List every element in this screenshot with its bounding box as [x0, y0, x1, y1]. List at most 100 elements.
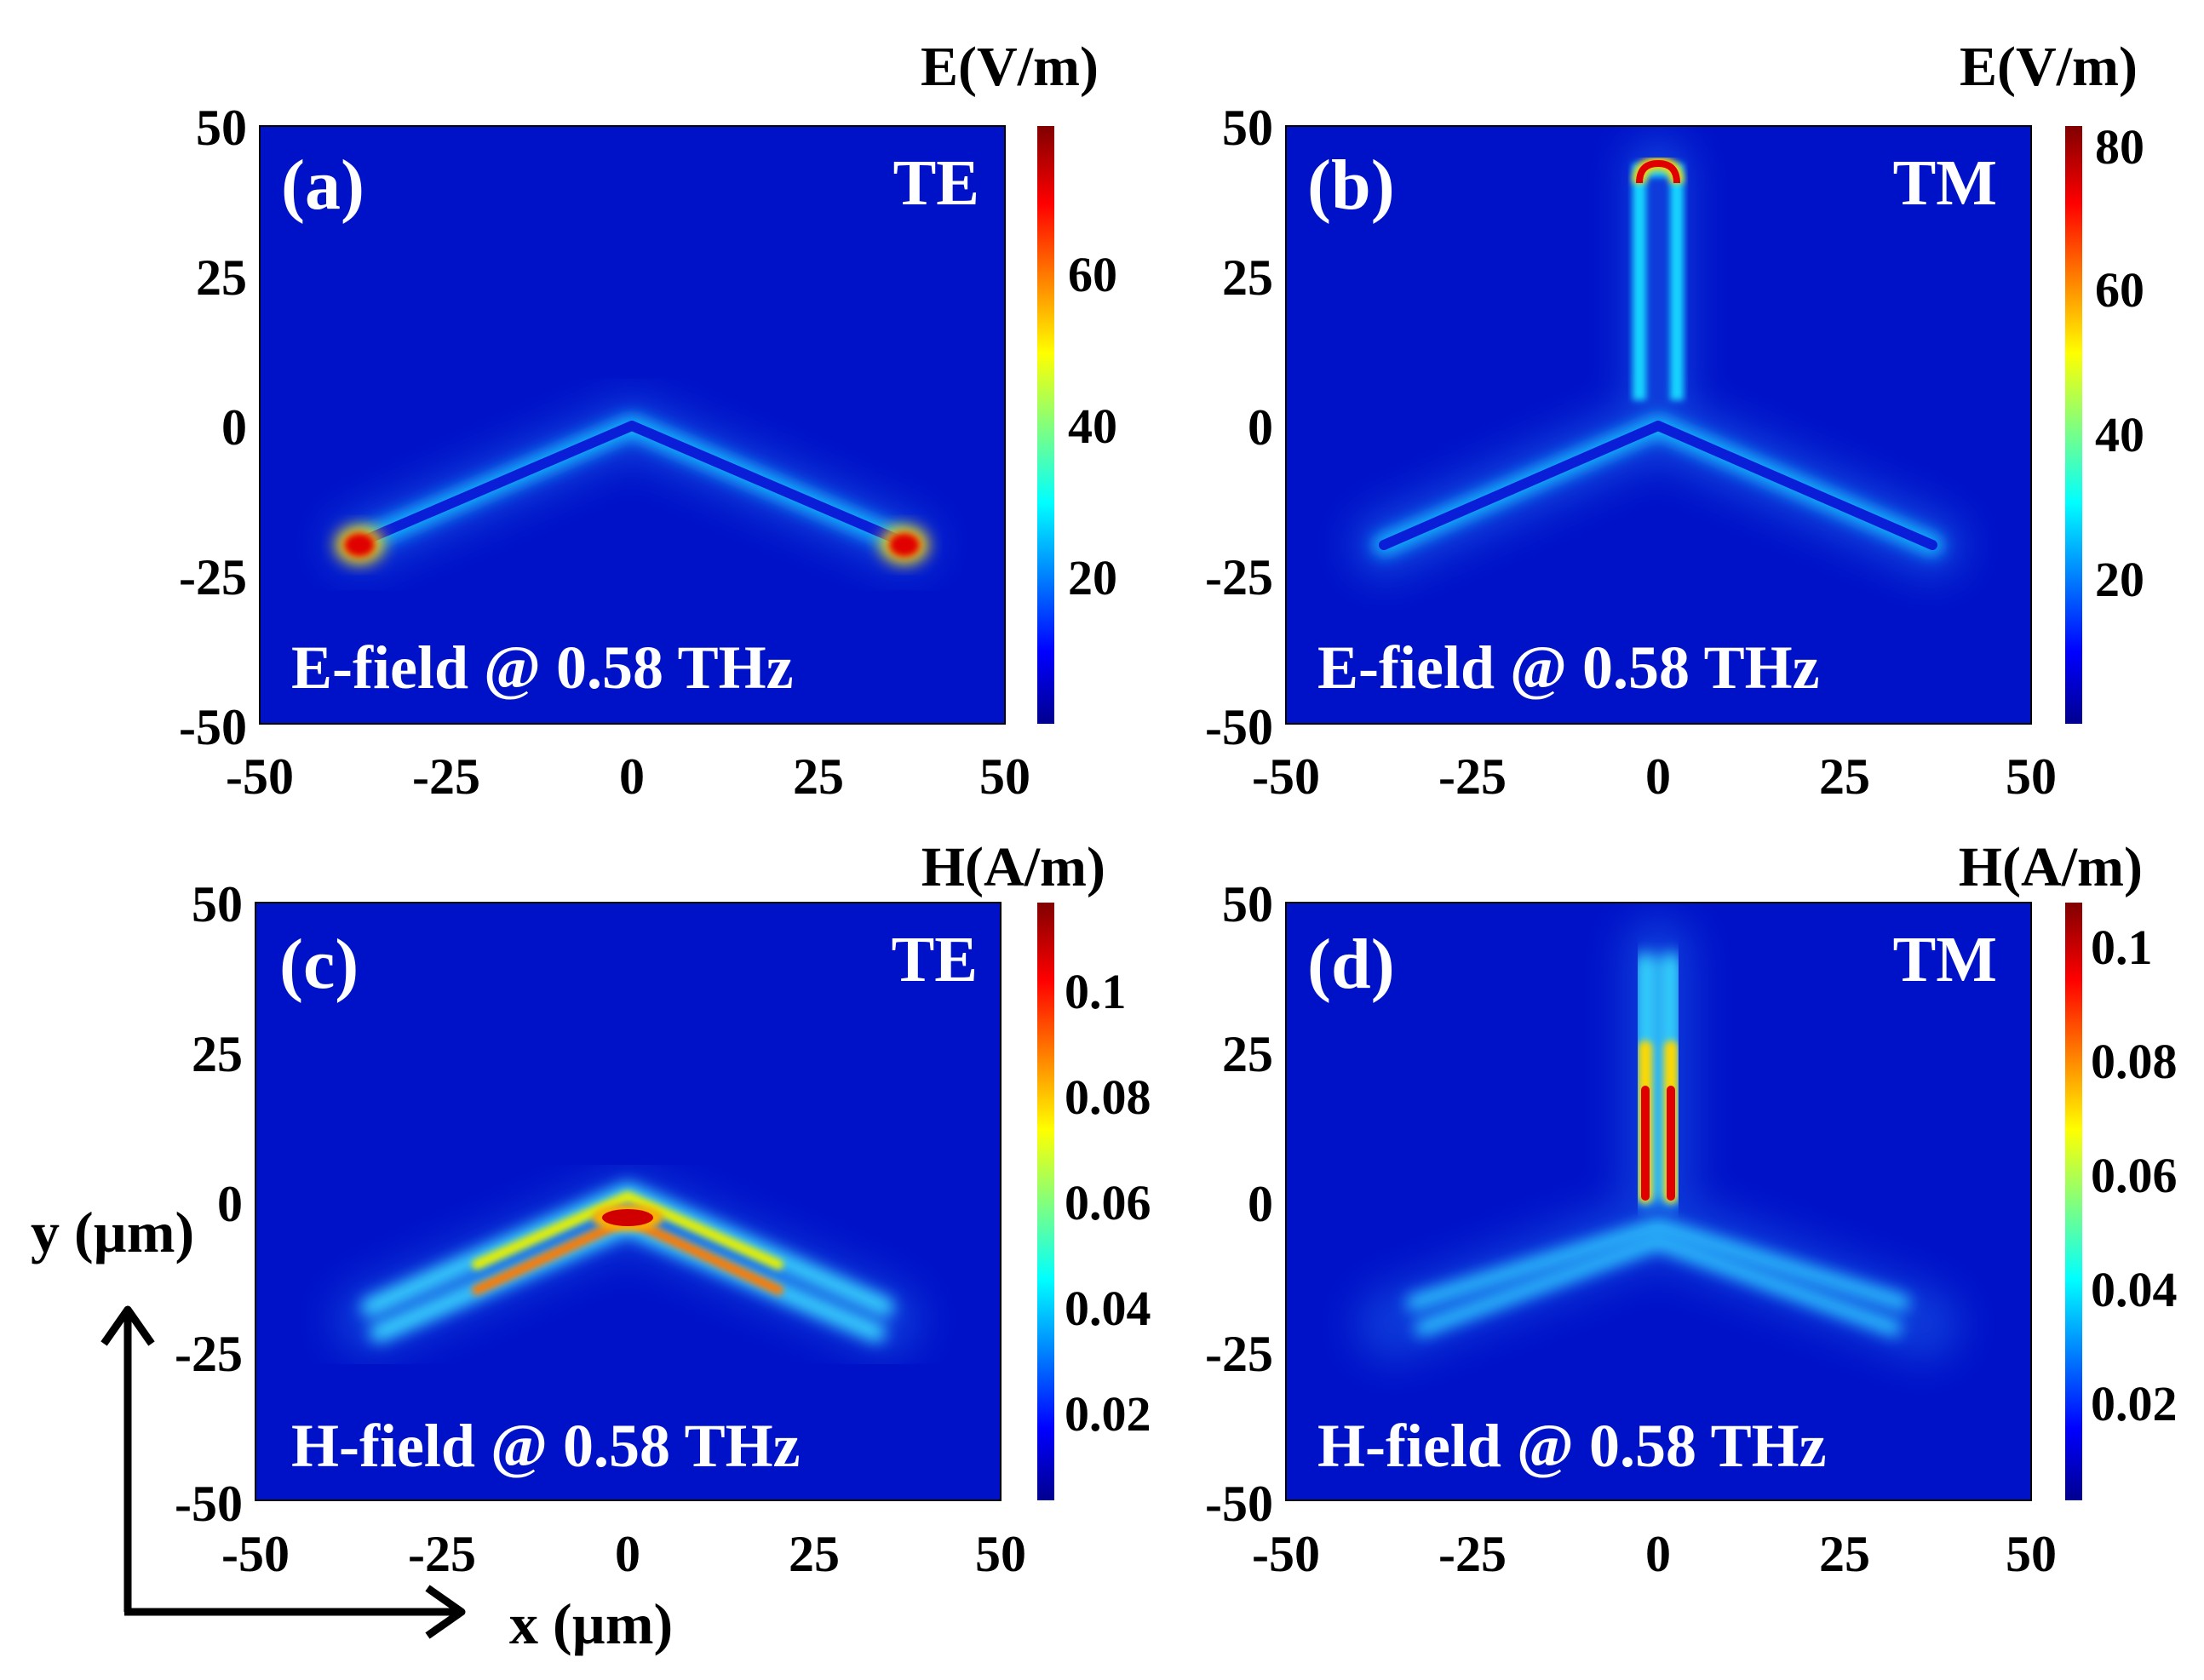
- x-tick-c-5: 50: [975, 1526, 1026, 1582]
- colorbar-d-title: H(A/m): [1959, 836, 2143, 898]
- mode-label-c: TE: [892, 924, 978, 995]
- y-tick-d-3: 0: [1248, 1176, 1273, 1232]
- colorbar-b: E(V/m) 20 40 60 80: [1960, 36, 2144, 724]
- y-tick-d-4: -25: [1205, 1326, 1273, 1382]
- x-axis-arrowhead-icon: [425, 1585, 466, 1639]
- colorbar-a-gradient: [1037, 126, 1054, 724]
- x-tick-b-5: 50: [2006, 748, 2057, 805]
- colorbar-b-tick-2: 40: [2095, 407, 2144, 462]
- y-tick-b-5: -50: [1205, 699, 1273, 755]
- panel-b: (b) TM E-field @ 0.58 THz 50 25 0 -25 -5…: [1205, 36, 2144, 805]
- x-tick-d-1: -50: [1252, 1526, 1320, 1582]
- panel-c: (c) TE H-field @ 0.58 THz 50 25 0 -25 -5…: [175, 836, 1151, 1582]
- colorbar-c-tick-4: 0.08: [1065, 1069, 1151, 1125]
- colorbar-c-gradient: [1037, 903, 1054, 1500]
- x-ticks-b: -50 -25 0 25 50: [1252, 748, 2057, 805]
- y-tick-c-3: 0: [217, 1176, 243, 1232]
- y-tick-b-1: 50: [1222, 100, 1273, 156]
- y-tick-d-2: 25: [1222, 1026, 1273, 1082]
- colorbar-c: H(A/m) 0.02 0.04 0.06 0.08 0.1: [921, 836, 1151, 1500]
- x-tick-b-3: 0: [1645, 748, 1671, 805]
- x-tick-c-4: 25: [789, 1526, 840, 1582]
- x-ticks-a: -50 -25 0 25 50: [226, 748, 1030, 805]
- y-tick-b-2: 25: [1222, 249, 1273, 306]
- x-tick-c-2: -25: [408, 1526, 476, 1582]
- x-axis-label: x (µm): [509, 1591, 673, 1656]
- y-ticks-d: 50 25 0 -25 -50: [1205, 876, 1273, 1532]
- annotation-d: H-field @ 0.58 THz: [1317, 1412, 1827, 1480]
- colorbar-c-tick-3: 0.06: [1065, 1175, 1151, 1230]
- y-tick-c-5: -50: [175, 1476, 243, 1532]
- x-tick-b-4: 25: [1819, 748, 1870, 805]
- x-ticks-d: -50 -25 0 25 50: [1252, 1526, 2057, 1582]
- heatmap-c-field: [332, 1171, 923, 1358]
- x-tick-d-4: 25: [1819, 1526, 1870, 1582]
- colorbar-b-title: E(V/m): [1960, 36, 2138, 98]
- heatmap-d-frame: [1285, 902, 2032, 1501]
- panel-d: (d) TM H-field @ 0.58 THz 50 25 0 -25 -5…: [1205, 836, 2177, 1582]
- colorbar-d-tick-1: 0.02: [2091, 1376, 2178, 1431]
- colorbar-c-tick-2: 0.04: [1065, 1281, 1151, 1336]
- mode-label-a: TE: [893, 147, 979, 219]
- colorbar-a-tick-2: 40: [1068, 398, 1117, 454]
- x-tick-a-5: 50: [979, 748, 1030, 805]
- y-tick-d-1: 50: [1222, 876, 1273, 932]
- colorbar-a: E(V/m) 20 40 60: [921, 36, 1117, 724]
- x-ticks-c: -50 -25 0 25 50: [221, 1526, 1026, 1582]
- colorbar-b-gradient: [2065, 126, 2082, 724]
- x-tick-a-3: 0: [619, 748, 645, 805]
- colorbar-a-tick-1: 20: [1068, 550, 1117, 605]
- colorbar-c-tick-5: 0.1: [1065, 964, 1127, 1019]
- y-tick-c-1: 50: [192, 876, 243, 932]
- y-axis-label: y (µm): [31, 1200, 194, 1264]
- colorbar-d: H(A/m) 0.02 0.04 0.06 0.08 0.1: [1959, 836, 2178, 1500]
- y-ticks-c: 50 25 0 -25 -50: [175, 876, 243, 1532]
- colorbar-a-tick-3: 60: [1068, 247, 1117, 302]
- y-tick-a-1: 50: [196, 100, 247, 156]
- heatmap-c-frame: [255, 902, 1002, 1501]
- panel-label-d: (d): [1307, 925, 1395, 1004]
- axis-arrows: y (µm) x (µm): [31, 1200, 673, 1656]
- y-tick-d-5: -50: [1205, 1476, 1273, 1532]
- mode-label-b: TM: [1893, 147, 1997, 219]
- colorbar-c-title: H(A/m): [921, 836, 1105, 898]
- colorbar-b-tick-1: 20: [2095, 552, 2144, 607]
- colorbar-c-tick-1: 0.02: [1065, 1386, 1151, 1442]
- y-ticks-b: 50 25 0 -25 -50: [1205, 100, 1273, 755]
- panel-a: (a) TE E-field @ 0.58 THz 50 25 0 -25 -5…: [179, 36, 1117, 805]
- x-tick-a-1: -50: [226, 748, 294, 805]
- annotation-b: E-field @ 0.58 THz: [1317, 634, 1820, 702]
- y-tick-a-3: 0: [221, 399, 247, 456]
- colorbar-d-tick-2: 0.04: [2091, 1262, 2178, 1317]
- colorbar-b-tick-3: 60: [2095, 262, 2144, 318]
- x-tick-b-1: -50: [1252, 748, 1320, 805]
- x-tick-d-3: 0: [1645, 1526, 1671, 1582]
- heatmap-b-field: [1350, 136, 1966, 579]
- x-tick-d-5: 50: [2006, 1526, 2057, 1582]
- x-tick-c-1: -50: [221, 1526, 290, 1582]
- colorbar-d-tick-3: 0.06: [2091, 1148, 2178, 1203]
- annotation-a: E-field @ 0.58 THz: [291, 634, 794, 702]
- x-tick-a-4: 25: [793, 748, 844, 805]
- panel-label-c: (c): [279, 925, 359, 1004]
- x-tick-a-2: -25: [412, 748, 480, 805]
- panel-label-b: (b): [1307, 146, 1395, 225]
- y-ticks-a: 50 25 0 -25 -50: [179, 100, 247, 755]
- heatmap-b-frame: [1285, 125, 2032, 725]
- y-tick-a-5: -50: [179, 699, 247, 755]
- heatmap-a-frame: [259, 125, 1006, 725]
- x-tick-b-2: -25: [1438, 748, 1507, 805]
- x-tick-d-2: -25: [1438, 1526, 1507, 1582]
- y-tick-a-4: -25: [179, 549, 247, 605]
- y-tick-c-4: -25: [175, 1326, 243, 1382]
- annotation-c: H-field @ 0.58 THz: [291, 1412, 801, 1480]
- y-tick-a-2: 25: [196, 249, 247, 306]
- x-tick-c-3: 0: [615, 1526, 640, 1582]
- colorbar-d-gradient: [2065, 903, 2082, 1500]
- y-tick-b-4: -25: [1205, 549, 1273, 605]
- y-tick-c-2: 25: [192, 1026, 243, 1082]
- panel-label-a: (a): [281, 146, 364, 225]
- colorbar-d-tick-4: 0.08: [2091, 1034, 2178, 1089]
- y-axis-arrowhead-icon: [100, 1305, 155, 1346]
